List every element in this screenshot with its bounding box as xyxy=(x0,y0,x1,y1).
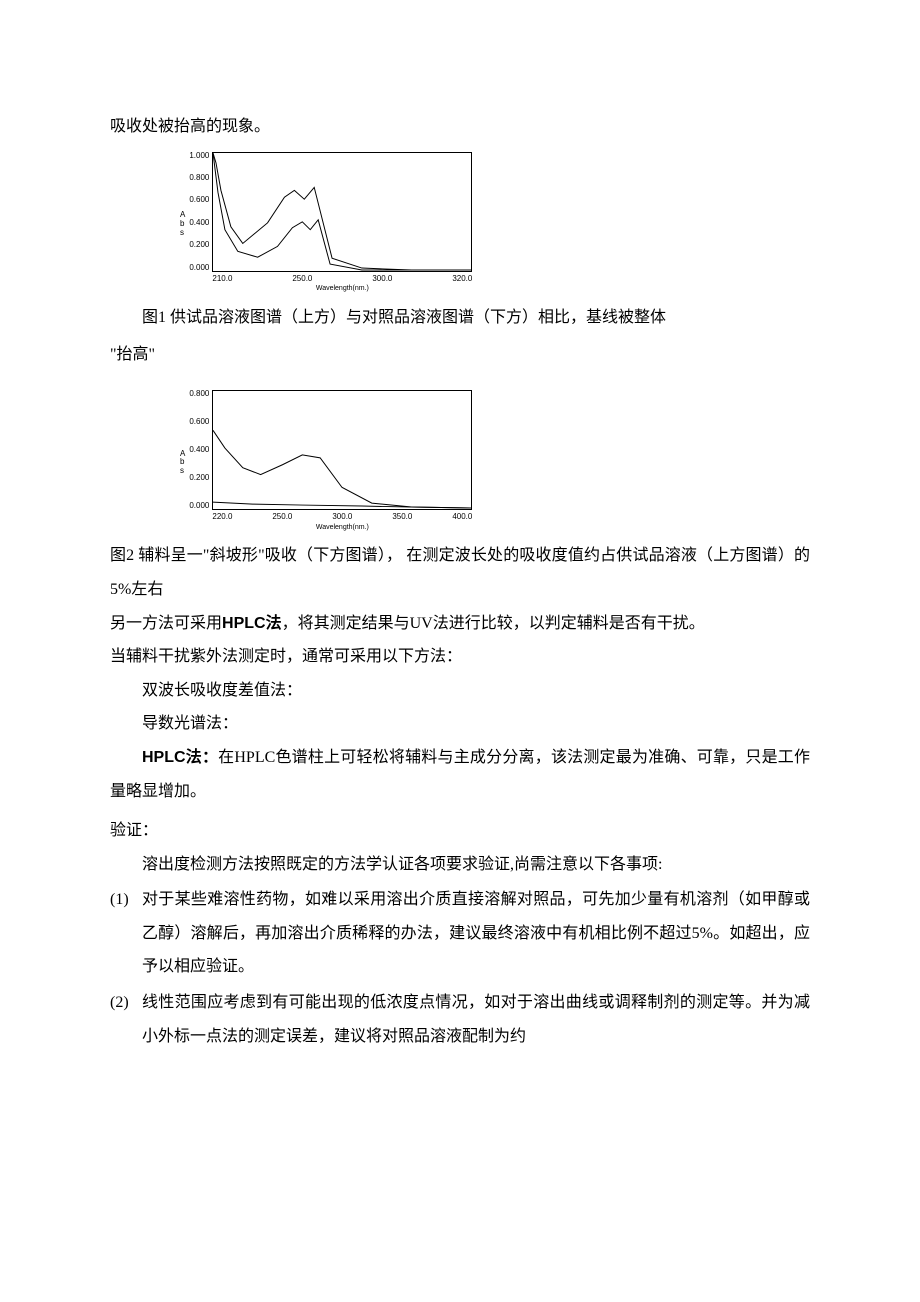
chart1-ylabel: Abs xyxy=(180,211,185,237)
method3-bold: HPLC法： xyxy=(142,749,218,766)
list-num-1: (1) xyxy=(110,883,142,984)
list-item-1: (1) 对于某些难溶性药物，如难以采用溶出介质直接溶解对照品，可先加少量有机溶剂… xyxy=(110,883,810,984)
chart2-yticks: 0.8000.6000.4000.2000.000 xyxy=(189,390,209,510)
list-body-2: 线性范围应考虑到有可能出现的低浓度点情况，如对于溶出曲线或调释制剂的测定等。并为… xyxy=(142,986,810,1053)
verify-intro: 溶出度检测方法按照既定的方法学认证各项要求验证,尚需注意以下各事项: xyxy=(110,848,810,882)
chart-1: Abs 1.0000.8000.6000.4000.2000.000 210.0… xyxy=(180,152,810,297)
caption-1a: 图1 供试品溶液图谱（上方）与对照品溶液图谱（下方）相比，基线被整体 xyxy=(110,301,810,335)
para-when: 当辅料干扰紫外法测定时，通常可采用以下方法： xyxy=(110,640,810,674)
method-1: 双波长吸收度差值法： xyxy=(110,674,810,708)
list-item-2: (2) 线性范围应考虑到有可能出现的低浓度点情况，如对于溶出曲线或调释制剂的测定… xyxy=(110,986,810,1053)
list-num-2: (2) xyxy=(110,986,142,1053)
method-3: HPLC法：在HPLC色谱柱上可轻松将辅料与主成分分离，该法测定最为准确、可靠，… xyxy=(110,741,810,808)
intro-line: 吸收处被抬高的现象。 xyxy=(110,110,810,144)
para-hplc: 另一方法可采用HPLC法，将其测定结果与UV法进行比较，以判定辅料是否有干扰。 xyxy=(110,607,810,641)
section-verify-heading: 验证： xyxy=(110,814,810,848)
hplc-bold: HPLC法 xyxy=(222,615,282,632)
caption-1b: "抬高" xyxy=(110,338,810,372)
caption-2: 图2 辅料呈一"斜坡形"吸收（下方图谱）， 在测定波长处的吸收度值约占供试品溶液… xyxy=(110,539,810,606)
method-2: 导数光谱法： xyxy=(110,707,810,741)
chart1-plot xyxy=(212,152,472,272)
para-hplc-pre: 另一方法可采用 xyxy=(110,615,222,632)
chart2-plot xyxy=(212,390,472,510)
para-hplc-tail: ，将其测定结果与UV法进行比较，以判定辅料是否有干扰。 xyxy=(282,615,705,632)
chart2-xlabel: Wavelength(nm.) xyxy=(212,521,472,536)
chart2-ylabel: Abs xyxy=(180,450,185,476)
chart1-xlabel: Wavelength(nm.) xyxy=(212,282,472,297)
list-body-1: 对于某些难溶性药物，如难以采用溶出介质直接溶解对照品，可先加少量有机溶剂（如甲醇… xyxy=(142,883,810,984)
chart1-yticks: 1.0000.8000.6000.4000.2000.000 xyxy=(189,152,209,272)
chart-2: Abs 0.8000.6000.4000.2000.000 220.0250.0… xyxy=(180,390,810,535)
